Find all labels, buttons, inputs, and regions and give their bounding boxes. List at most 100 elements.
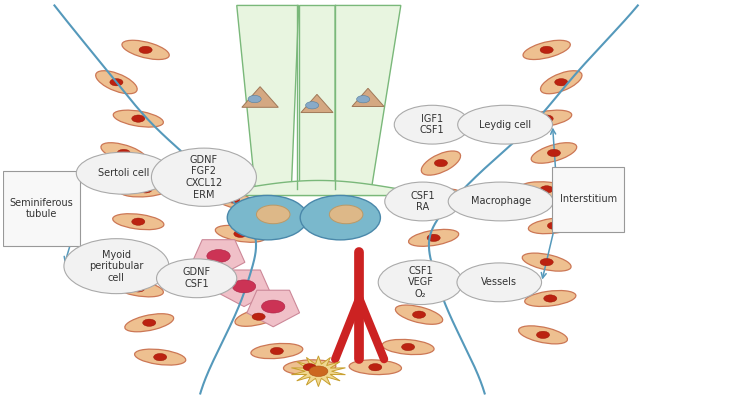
Circle shape: [300, 195, 380, 240]
Circle shape: [142, 319, 156, 326]
Ellipse shape: [125, 314, 174, 332]
Circle shape: [131, 285, 145, 292]
Ellipse shape: [394, 105, 470, 144]
Ellipse shape: [156, 259, 237, 298]
Text: Sertoli cell: Sertoli cell: [98, 168, 150, 178]
Circle shape: [223, 160, 236, 167]
Circle shape: [540, 258, 553, 266]
Ellipse shape: [382, 339, 434, 354]
Circle shape: [131, 115, 145, 122]
Ellipse shape: [215, 225, 266, 242]
Ellipse shape: [520, 182, 573, 197]
Ellipse shape: [76, 152, 171, 194]
Circle shape: [413, 311, 426, 318]
Circle shape: [117, 149, 130, 157]
Ellipse shape: [531, 143, 577, 163]
Text: GDNF
FGF2
CXCL12
ERM: GDNF FGF2 CXCL12 ERM: [185, 155, 222, 199]
Polygon shape: [237, 5, 299, 187]
Circle shape: [125, 250, 137, 258]
Ellipse shape: [349, 360, 401, 374]
Polygon shape: [352, 88, 384, 107]
Ellipse shape: [396, 305, 443, 324]
Ellipse shape: [251, 344, 303, 359]
Polygon shape: [291, 356, 346, 387]
Circle shape: [233, 280, 255, 293]
Ellipse shape: [448, 182, 553, 221]
Ellipse shape: [523, 40, 570, 59]
Text: Interstitium: Interstitium: [559, 195, 617, 204]
Circle shape: [261, 300, 285, 313]
Ellipse shape: [120, 182, 172, 197]
Polygon shape: [192, 240, 245, 276]
Ellipse shape: [64, 239, 169, 293]
Circle shape: [555, 79, 568, 86]
Circle shape: [548, 149, 561, 157]
Circle shape: [544, 295, 557, 302]
Circle shape: [548, 222, 561, 230]
Ellipse shape: [457, 263, 542, 302]
Ellipse shape: [519, 326, 567, 344]
Circle shape: [139, 186, 152, 193]
Circle shape: [401, 344, 415, 351]
Polygon shape: [247, 290, 299, 327]
Text: Myoid
peritubular
cell: Myoid peritubular cell: [90, 249, 144, 283]
Circle shape: [248, 95, 261, 103]
FancyBboxPatch shape: [553, 167, 624, 232]
Polygon shape: [218, 270, 270, 306]
Circle shape: [270, 348, 283, 354]
Circle shape: [256, 205, 290, 224]
Text: Leydig cell: Leydig cell: [479, 120, 531, 130]
Text: CSF1
VEGF
O₂: CSF1 VEGF O₂: [407, 266, 434, 299]
Ellipse shape: [101, 143, 147, 163]
Circle shape: [540, 186, 553, 193]
Circle shape: [228, 195, 308, 240]
Ellipse shape: [525, 291, 576, 306]
Ellipse shape: [378, 260, 463, 304]
Circle shape: [431, 196, 444, 203]
Text: Vessels: Vessels: [482, 277, 517, 287]
Circle shape: [357, 96, 370, 103]
Text: Seminiferous
tubule: Seminiferous tubule: [10, 198, 73, 219]
Text: IGF1
CSF1: IGF1 CSF1: [420, 114, 445, 136]
FancyBboxPatch shape: [4, 171, 80, 246]
Circle shape: [131, 218, 145, 225]
Ellipse shape: [540, 71, 582, 94]
Circle shape: [234, 230, 247, 237]
Ellipse shape: [385, 182, 461, 221]
Polygon shape: [299, 5, 335, 187]
Circle shape: [435, 160, 448, 167]
Ellipse shape: [409, 230, 459, 246]
Ellipse shape: [211, 189, 256, 210]
Circle shape: [309, 366, 328, 376]
Circle shape: [303, 363, 316, 371]
Ellipse shape: [122, 40, 170, 59]
Circle shape: [540, 115, 553, 122]
Ellipse shape: [151, 148, 256, 206]
Circle shape: [537, 331, 550, 339]
Circle shape: [427, 234, 440, 241]
Ellipse shape: [283, 360, 336, 374]
Circle shape: [305, 102, 319, 109]
Circle shape: [368, 363, 382, 371]
Circle shape: [207, 249, 230, 263]
Polygon shape: [335, 5, 401, 187]
Ellipse shape: [522, 253, 571, 271]
Ellipse shape: [106, 245, 156, 263]
Ellipse shape: [415, 189, 460, 210]
Circle shape: [227, 196, 240, 203]
Ellipse shape: [113, 280, 164, 297]
Circle shape: [110, 79, 123, 86]
Text: CSF1
RA: CSF1 RA: [410, 190, 435, 212]
Text: Macrophage: Macrophage: [470, 197, 531, 206]
Circle shape: [540, 46, 553, 54]
Ellipse shape: [95, 71, 137, 94]
Circle shape: [252, 313, 265, 320]
Ellipse shape: [528, 218, 580, 234]
Ellipse shape: [522, 110, 572, 127]
Ellipse shape: [134, 349, 186, 365]
Ellipse shape: [210, 151, 249, 175]
Polygon shape: [241, 87, 278, 107]
Ellipse shape: [458, 105, 553, 144]
Circle shape: [153, 353, 167, 361]
Polygon shape: [301, 94, 333, 113]
